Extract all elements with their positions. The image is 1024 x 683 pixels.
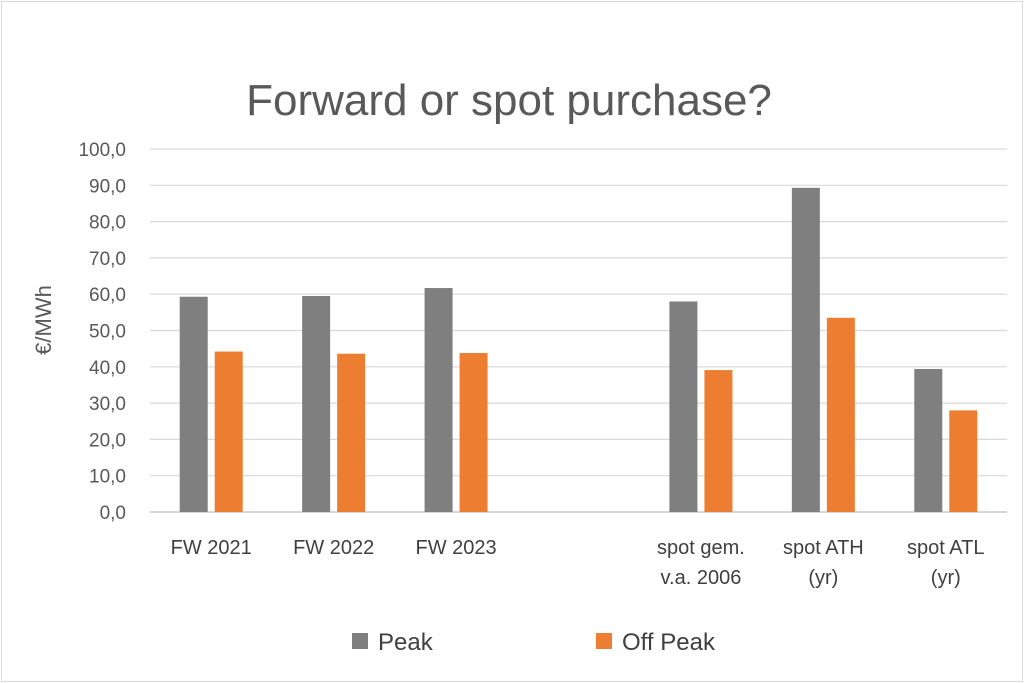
y-tick-label: 80,0 — [89, 213, 126, 234]
gridlines — [150, 148, 1007, 513]
bar-peak — [179, 296, 208, 512]
x-category-labels: FW 2021 FW 2022 FW 2023 spot gem. v.a. 2006 s… — [171, 537, 985, 589]
y-tick-labels: 0,0 10,0 20,0 30,0 40,0 50,0 60,0 70,0 80,0 90,0 1… — [78, 140, 126, 524]
bar-peak — [302, 296, 331, 512]
y-tick-label: 20,0 — [89, 430, 126, 451]
y-tick-label: 30,0 — [89, 394, 126, 415]
bar-off-peak — [704, 370, 733, 512]
legend-swatch-peak — [352, 633, 368, 649]
bar-peak — [669, 301, 698, 512]
x-category-label: (yr) — [808, 567, 838, 589]
x-category-label: spot ATL — [907, 537, 984, 559]
y-tick-label: 10,0 — [89, 467, 126, 488]
x-category-label: spot ATH — [783, 537, 864, 559]
chart-title: Forward or spot purchase? — [246, 76, 772, 125]
bar-off-peak — [826, 317, 855, 512]
y-tick-label: 0,0 — [100, 503, 126, 524]
y-tick-label: 50,0 — [89, 322, 126, 343]
bar-off-peak — [949, 410, 978, 512]
legend-label-peak: Peak — [378, 629, 434, 656]
legend-label-off-peak: Off Peak — [622, 629, 716, 656]
legend: Peak Off Peak — [352, 629, 716, 656]
bars — [179, 187, 978, 512]
bar-peak — [424, 288, 453, 512]
x-category-label: (yr) — [931, 567, 961, 589]
y-tick-label: 100,0 — [78, 140, 126, 161]
bar-peak — [791, 187, 820, 512]
bar-off-peak — [459, 353, 488, 512]
x-category-label: FW 2021 — [171, 537, 252, 559]
y-tick-label: 60,0 — [89, 285, 126, 306]
bar-off-peak — [214, 351, 243, 512]
legend-swatch-off-peak — [596, 633, 612, 649]
bar-peak — [914, 368, 943, 512]
x-category-label: FW 2022 — [293, 537, 374, 559]
y-tick-label: 40,0 — [89, 358, 126, 379]
bar-off-peak — [337, 353, 366, 512]
x-category-label: FW 2023 — [415, 537, 496, 559]
y-tick-label: 70,0 — [89, 249, 126, 270]
y-axis-label: €/MWh — [31, 285, 56, 355]
y-tick-label: 90,0 — [89, 176, 126, 197]
x-category-label: spot gem. — [657, 537, 745, 559]
x-category-label: v.a. 2006 — [661, 567, 742, 589]
